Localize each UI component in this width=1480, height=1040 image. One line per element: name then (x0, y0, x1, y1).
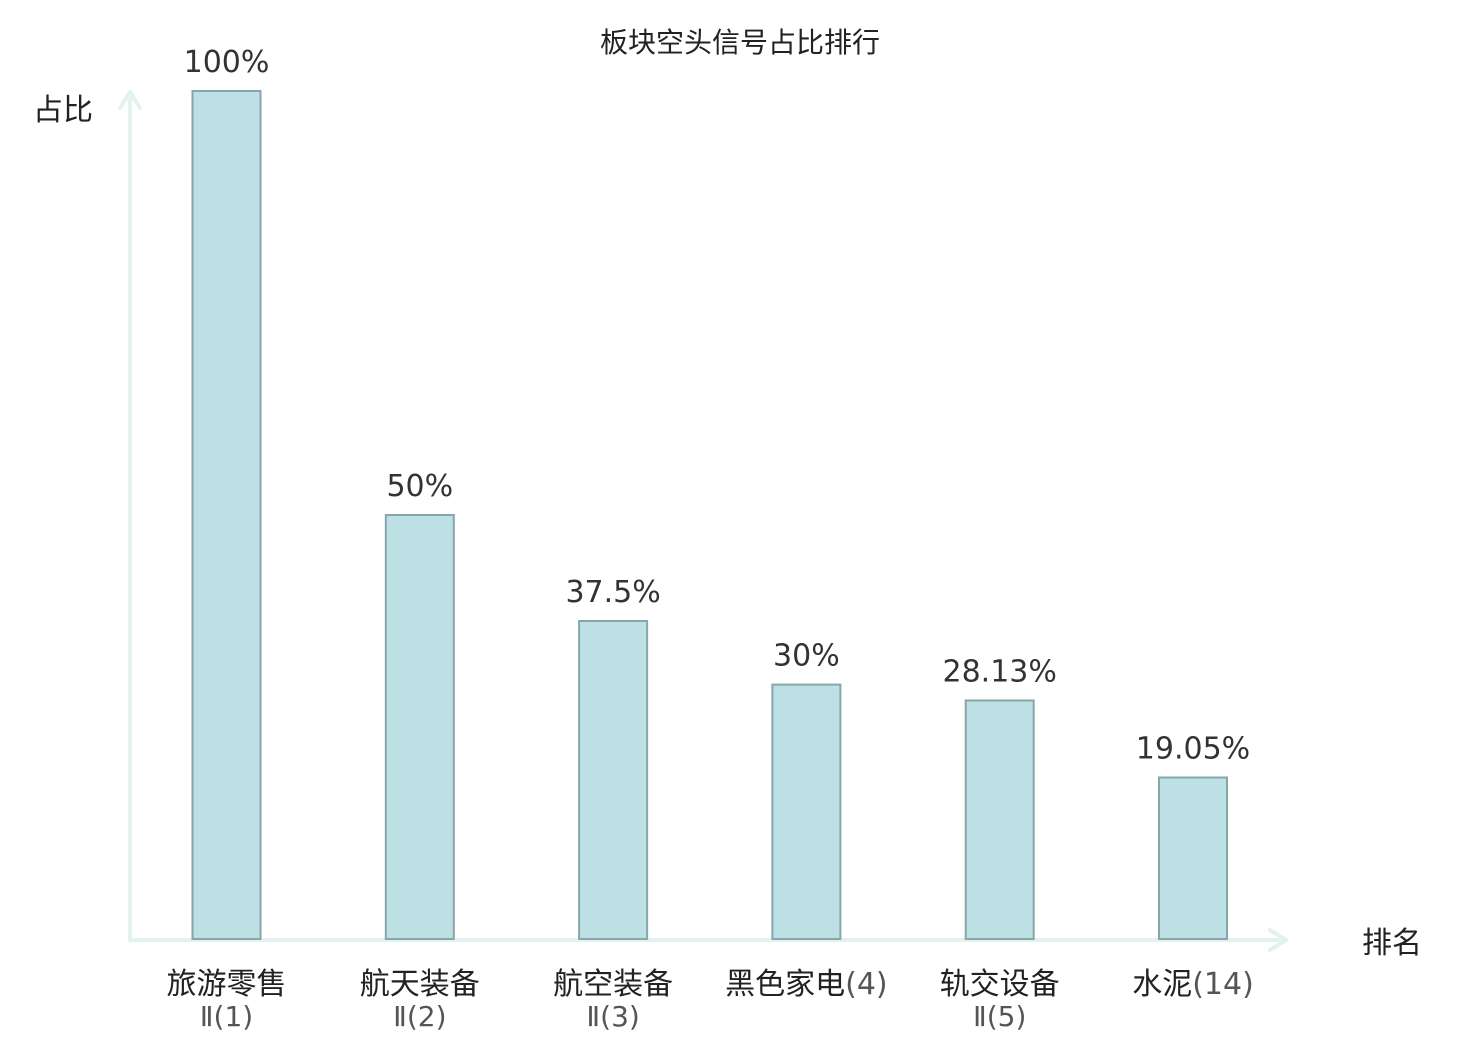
tick-label-6: 水泥(14) (1132, 967, 1254, 1002)
tick-label-sub-2: Ⅱ(2) (393, 1000, 446, 1033)
tick-label-name: 轨交设备 (940, 967, 1060, 1002)
data-label-3: 37.5% (565, 575, 660, 610)
bar-3 (578, 620, 649, 940)
tick-label-sub-3: Ⅱ(3) (586, 1000, 639, 1033)
tick-label-name: 水泥 (1132, 967, 1192, 1002)
tick-label-rank: (14) (1192, 967, 1254, 1002)
y-axis (118, 90, 142, 942)
bar-6 (1158, 776, 1228, 940)
value-labels: 100% 50% 37.5% 30% 28.13% 19.05% (184, 45, 1251, 767)
tick-label-1: 旅游零售 (167, 967, 287, 1002)
bars (191, 90, 1228, 940)
data-label-5: 28.13% (943, 655, 1057, 690)
bar-2 (384, 514, 455, 940)
tick-label-2: 航天装备 (360, 967, 480, 1002)
tick-label-sub-1: Ⅱ(1) (200, 1000, 253, 1033)
x-axis-label: 排名 (1362, 926, 1422, 961)
bar-4 (771, 683, 842, 940)
tick-label-name: 航天装备 (360, 967, 480, 1002)
y-axis-label: 占比 (33, 93, 93, 128)
bar-1 (191, 90, 262, 940)
tick-label-sub-5: Ⅱ(5) (973, 1000, 1026, 1033)
data-label-6: 19.05% (1136, 732, 1250, 767)
tick-label-3: 航空装备 (553, 967, 673, 1002)
bar-5 (964, 699, 1035, 940)
tick-label-4: 黑色家电(4) (725, 967, 888, 1002)
tick-label-name: 航空装备 (553, 967, 673, 1002)
data-label-2: 50% (386, 469, 453, 504)
tick-label-name: 旅游零售 (167, 967, 287, 1002)
data-label-4: 30% (773, 639, 840, 674)
data-label-1: 100% (184, 45, 270, 80)
tick-label-5: 轨交设备 (940, 967, 1060, 1002)
x-axis (128, 928, 1288, 952)
tick-label-name: 黑色家电 (725, 967, 845, 1002)
tick-label-rank: (4) (845, 967, 888, 1002)
chart-title: 板块空头信号占比排行 (600, 26, 880, 59)
